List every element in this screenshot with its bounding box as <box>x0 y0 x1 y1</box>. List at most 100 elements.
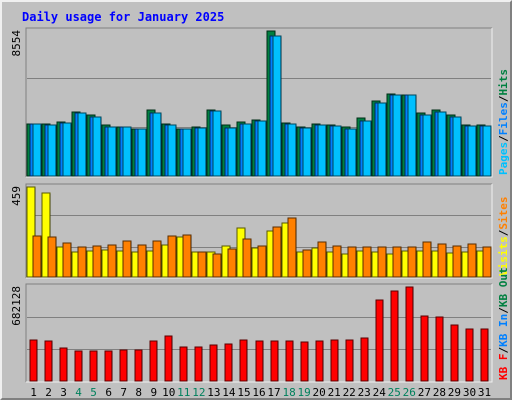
x-tick-label: 10 <box>162 386 175 399</box>
bar-pages-day-10 <box>167 124 177 177</box>
x-tick-label: 29 <box>448 386 461 399</box>
bar-kb-f-day-18 <box>285 340 294 382</box>
bar-kb-f-day-31 <box>480 328 489 382</box>
bar-kb-f-day-9 <box>149 340 158 382</box>
x-tick-label: 9 <box>150 386 157 399</box>
bar-kb-f-day-14 <box>224 343 233 382</box>
bar-kb-f-day-26 <box>405 286 414 382</box>
bar-kb-f-day-21 <box>330 339 339 382</box>
bar-sites-day-21 <box>332 245 342 278</box>
bar-pages-day-20 <box>317 124 327 177</box>
plot-border-dark <box>25 283 492 382</box>
legend-entry-kb-in: KB In <box>497 314 510 347</box>
bar-kb-f-day-30 <box>465 328 474 382</box>
x-tick-label: 22 <box>343 386 356 399</box>
bar-pages-day-23 <box>362 120 372 177</box>
bar-pages-day-28 <box>437 111 447 177</box>
bar-sites-day-24 <box>377 246 387 278</box>
y-max-label: 682128 <box>10 286 23 326</box>
x-tick-label: 26 <box>403 386 416 399</box>
legend-entry-sites: Sites <box>497 197 510 230</box>
y-max-label: 459 <box>10 186 23 206</box>
bar-pages-day-5 <box>92 116 102 177</box>
bar-pages-day-19 <box>302 127 312 177</box>
plot-border-dark <box>25 27 492 177</box>
x-tick-label: 24 <box>373 386 387 399</box>
bar-kb-f-day-1 <box>29 339 38 382</box>
bar-sites-day-9 <box>152 240 162 278</box>
bar-kb-f-day-24 <box>375 299 384 382</box>
x-tick-label: 30 <box>463 386 476 399</box>
bar-sites-day-26 <box>407 246 417 278</box>
bar-pages-day-9 <box>152 112 162 177</box>
x-tick-label: 7 <box>120 386 127 399</box>
bars <box>26 30 492 177</box>
plot-border-light <box>26 28 493 178</box>
bar-kb-f-day-10 <box>164 335 173 382</box>
bar-sites-day-7 <box>122 240 132 278</box>
bar-pages-day-21 <box>332 125 342 177</box>
bar-kb-f-day-16 <box>255 340 264 382</box>
bar-sites-day-6 <box>107 244 117 278</box>
bar-kb-f-day-6 <box>104 350 113 382</box>
bar-pages-day-3 <box>62 122 72 177</box>
x-tick-label: 3 <box>60 386 67 399</box>
x-tick-label: 25 <box>388 386 401 399</box>
bar-sites-day-31 <box>482 246 492 278</box>
x-tick-label: 15 <box>237 386 250 399</box>
bar-pages-day-18 <box>287 123 297 177</box>
bar-kb-f-day-19 <box>300 341 309 382</box>
bar-kb-f-day-23 <box>360 337 369 382</box>
x-tick-label: 19 <box>297 386 310 399</box>
bar-sites-day-2 <box>47 236 57 278</box>
bar-kb-f-day-4 <box>74 350 83 382</box>
bar-kb-f-day-25 <box>390 290 399 382</box>
bar-sites-day-29 <box>452 245 462 278</box>
plot-border-light <box>26 284 493 383</box>
x-tick-label: 16 <box>252 386 265 399</box>
x-tick-label: 4 <box>75 386 82 399</box>
bar-pages-day-8 <box>137 128 147 177</box>
bar-pages-day-24 <box>377 102 387 177</box>
bar-sites-day-3 <box>62 242 72 278</box>
legend-separator: / <box>497 95 510 102</box>
bar-pages-day-27 <box>422 114 432 177</box>
bar-sites-day-5 <box>92 245 102 278</box>
bar-kb-f-day-5 <box>89 350 98 382</box>
bar-kb-f-day-22 <box>345 339 354 382</box>
bar-pages-day-16 <box>257 120 267 177</box>
x-tick-label: 13 <box>207 386 220 399</box>
bar-pages-day-11 <box>182 128 192 177</box>
bar-sites-day-16 <box>257 245 267 278</box>
bar-pages-day-30 <box>467 125 477 177</box>
x-tick-label: 14 <box>222 386 236 399</box>
bar-kb-f-day-17 <box>270 340 279 382</box>
bar-sites-day-17 <box>272 226 282 278</box>
bar-pages-day-2 <box>47 124 57 177</box>
x-axis-day-labels: 1 2 3 4 5 6 7 8 9 10 11 12 13 14 15 16 17 18 19 20 21 22 23 24 2… <box>30 386 491 399</box>
bar-sites-day-25 <box>392 246 402 278</box>
bar-sites-day-4 <box>77 246 87 278</box>
bar-sites-day-27 <box>422 241 432 278</box>
x-tick-label: 6 <box>105 386 112 399</box>
x-tick-label: 31 <box>478 386 491 399</box>
bar-kb-f-day-29 <box>450 324 459 382</box>
bar-kb-f-day-12 <box>194 346 203 382</box>
bar-pages-day-15 <box>242 123 252 177</box>
bar-kb-f-day-28 <box>435 316 444 382</box>
bar-pages-day-26 <box>407 94 417 177</box>
side-legend: Visits/Sites <box>497 197 510 277</box>
bar-kb-f-day-11 <box>179 346 188 382</box>
x-tick-label: 8 <box>135 386 142 399</box>
bar-pages-day-22 <box>347 128 357 177</box>
x-tick-label: 2 <box>45 386 52 399</box>
legend-entry-hits: Hits <box>497 69 510 96</box>
bar-kb-f-day-20 <box>315 340 324 382</box>
legend-separator: / <box>497 307 510 314</box>
bar-pages-day-13 <box>212 110 222 177</box>
chart-title: Daily usage for January 2025 <box>22 10 224 24</box>
bar-sites-day-28 <box>437 243 447 278</box>
